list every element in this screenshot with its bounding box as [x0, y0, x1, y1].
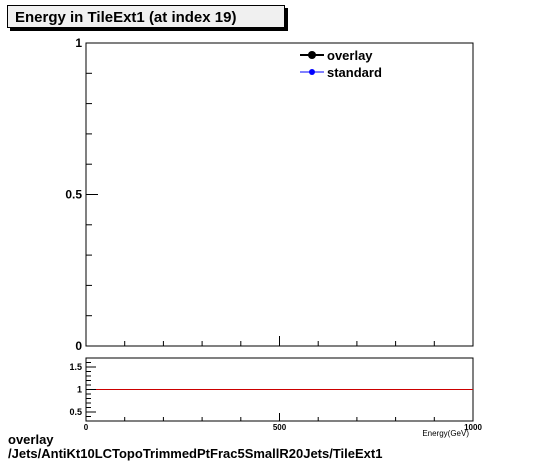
ratio-y-tick-label: 1.5	[69, 362, 82, 372]
main-y-tick-label: 0	[75, 339, 82, 353]
main-y-tick-label: 0.5	[65, 188, 82, 202]
chart-title-box: Energy in TileExt1 (at index 19)	[7, 5, 285, 28]
ratio-y-tick-label: 1	[77, 385, 82, 395]
ratio-y-tick-label: 0.5	[69, 407, 82, 417]
main-plot-frame	[85, 42, 474, 347]
legend-marker-standard	[309, 69, 315, 75]
legend-label-overlay: overlay	[327, 48, 373, 63]
legend-label-standard: standard	[327, 65, 382, 80]
ratio-x-tick-label: 1000	[464, 423, 482, 432]
main-y-tick-label: 1	[75, 36, 82, 50]
legend-marker-overlay	[308, 51, 316, 59]
footer-path: /Jets/AntiKt10LCTopoTrimmedPtFrac5SmallR…	[8, 446, 383, 461]
ratio-x-tick-label: 0	[84, 423, 89, 432]
chart-title: Energy in TileExt1 (at index 19)	[15, 9, 237, 26]
footer-label: overlay	[8, 432, 54, 447]
ratio-x-tick-label: 500	[273, 423, 287, 432]
ratio-x-axis-title: Energy(GeV)	[422, 429, 469, 438]
